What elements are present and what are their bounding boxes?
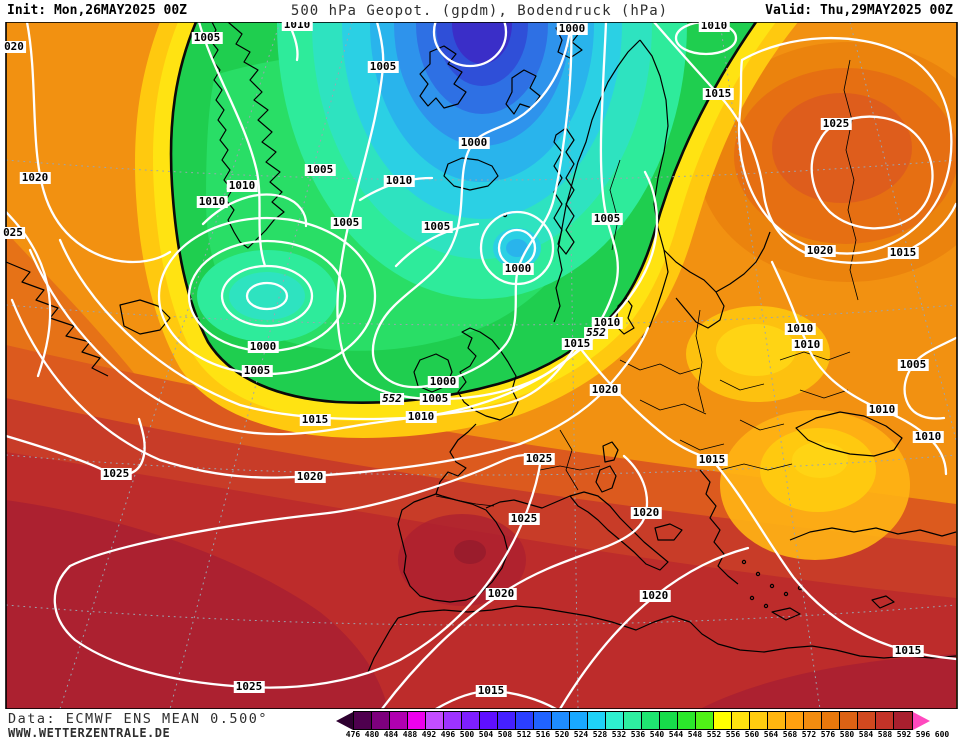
colorbar-tick: 552 xyxy=(706,730,722,739)
colorbar-cell xyxy=(732,712,750,729)
colorbar-tick: 576 xyxy=(820,730,836,739)
colorbar-cell xyxy=(642,712,660,729)
colorbar-cell xyxy=(804,712,822,729)
colorbar-tick: 476 xyxy=(345,730,361,739)
colorbar-tick: 484 xyxy=(383,730,399,739)
colorbar-cell xyxy=(588,712,606,729)
colorbar-tick: 500 xyxy=(459,730,475,739)
colorbar-tick: 548 xyxy=(687,730,703,739)
header: Init: Mon,26MAY2025 00Z 500 hPa Geopot. … xyxy=(0,0,959,22)
colorbar-cell xyxy=(678,712,696,729)
colorbar-tick: 592 xyxy=(896,730,912,739)
colorbar-tick: 508 xyxy=(497,730,513,739)
colorbar-right-arrow xyxy=(913,711,930,730)
colorbar-cells xyxy=(353,711,913,730)
colorbar-tick: 504 xyxy=(478,730,494,739)
colorbar-tick: 488 xyxy=(402,730,418,739)
colorbar-tick: 560 xyxy=(744,730,760,739)
colorbar-cell xyxy=(696,712,714,729)
colorbar-tick: 480 xyxy=(364,730,380,739)
website-label: WWW.WETTERZENTRALE.DE xyxy=(8,726,171,740)
colorbar-tick: 556 xyxy=(725,730,741,739)
colorbar-cell xyxy=(624,712,642,729)
valid-label: Valid: Thu,29MAY2025 00Z xyxy=(765,3,953,18)
map-title: 500 hPa Geopot. (gpdm), Bodendruck (hPa) xyxy=(290,3,669,19)
colorbar-cell xyxy=(444,712,462,729)
colorbar-tick: 540 xyxy=(649,730,665,739)
colorbar-tick: 580 xyxy=(839,730,855,739)
colorbar-cell xyxy=(498,712,516,729)
colorbar-tick: 584 xyxy=(858,730,874,739)
colorbar-tick: 564 xyxy=(763,730,779,739)
colorbar-tick: 588 xyxy=(877,730,893,739)
colorbar-tick: 544 xyxy=(668,730,684,739)
colorbar-cell xyxy=(858,712,876,729)
colorbar-cell xyxy=(390,712,408,729)
colorbar-tick: 492 xyxy=(421,730,437,739)
colorbar-cell xyxy=(570,712,588,729)
colorbar xyxy=(336,711,930,730)
colorbar-tick: 528 xyxy=(592,730,608,739)
colorbar-left-arrow xyxy=(336,711,353,730)
colorbar-cell xyxy=(750,712,768,729)
colorbar-cell xyxy=(840,712,858,729)
colorbar-tick: 496 xyxy=(440,730,456,739)
colorbar-tick: 512 xyxy=(516,730,532,739)
colorbar-cell xyxy=(534,712,552,729)
data-source-label: Data: ECMWF ENS MEAN 0.500° xyxy=(8,711,268,727)
colorbar-cell xyxy=(714,712,732,729)
colorbar-tick: 536 xyxy=(630,730,646,739)
colorbar-cell xyxy=(552,712,570,729)
colorbar-cell xyxy=(894,712,912,729)
colorbar-tick: 516 xyxy=(535,730,551,739)
colorbar-cell xyxy=(606,712,624,729)
colorbar-cell xyxy=(786,712,804,729)
colorbar-cell xyxy=(408,712,426,729)
colorbar-cell xyxy=(372,712,390,729)
colorbar-cell xyxy=(354,712,372,729)
colorbar-cell xyxy=(516,712,534,729)
colorbar-cell xyxy=(462,712,480,729)
colorbar-cell xyxy=(876,712,894,729)
colorbar-cell xyxy=(426,712,444,729)
colorbar-tick: 568 xyxy=(782,730,798,739)
colorbar-tick: 572 xyxy=(801,730,817,739)
colorbar-tick: 600 xyxy=(934,730,950,739)
init-label: Init: Mon,26MAY2025 00Z xyxy=(7,3,188,18)
colorbar-tick: 532 xyxy=(611,730,627,739)
colorbar-ticks: 476 480 484 488 492 496 500 504 508 512 516 520 524 5… xyxy=(336,730,956,741)
colorbar-cell xyxy=(480,712,498,729)
colorbar-cell xyxy=(822,712,840,729)
colorbar-tick: 596 xyxy=(915,730,931,739)
colorbar-cell xyxy=(660,712,678,729)
colorbar-tick: 524 xyxy=(573,730,589,739)
colorbar-tick: 520 xyxy=(554,730,570,739)
colorbar-cell xyxy=(768,712,786,729)
